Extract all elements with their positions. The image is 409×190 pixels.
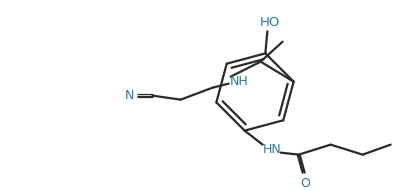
Text: NH: NH [229,75,247,88]
Text: N: N [125,89,134,102]
Text: HN: HN [262,143,280,156]
Text: HO: HO [260,16,280,29]
Text: O: O [300,177,310,190]
